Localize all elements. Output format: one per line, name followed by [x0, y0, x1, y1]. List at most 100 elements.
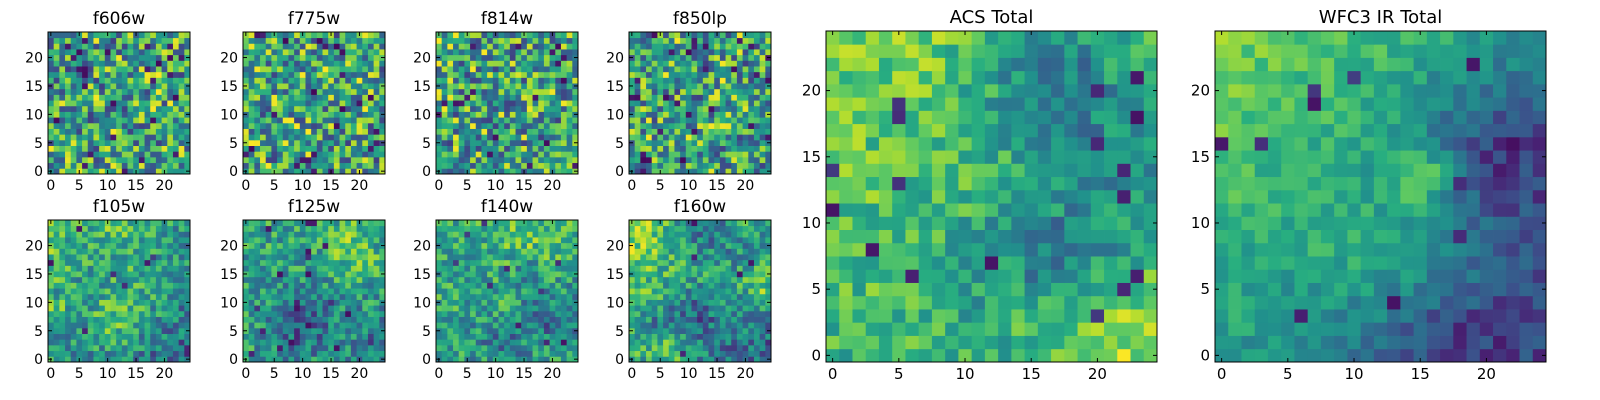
- heatmap-cell: [116, 117, 123, 124]
- x-tick-label: 10: [487, 178, 505, 194]
- heatmap-cell: [492, 316, 499, 323]
- heatmap-cell: [53, 276, 60, 283]
- heatmap-cell: [161, 339, 168, 346]
- heatmap-cell: [350, 265, 357, 272]
- heatmap-cell: [646, 122, 653, 129]
- heatmap-cell: [441, 344, 448, 352]
- heatmap-cell: [144, 271, 151, 278]
- heatmap-cell: [492, 162, 499, 169]
- heatmap-cell: [668, 168, 675, 175]
- heatmap-cell: [674, 77, 681, 84]
- heatmap-cell: [651, 168, 658, 175]
- heatmap-cell: [133, 49, 140, 56]
- heatmap-cell: [339, 66, 346, 73]
- heatmap-cell: [691, 66, 698, 73]
- heatmap-cell: [560, 322, 568, 329]
- heatmap-cell: [243, 162, 250, 169]
- heatmap-cell: [260, 248, 267, 255]
- heatmap-cell: [322, 288, 329, 295]
- heatmap-cell: [350, 32, 357, 39]
- heatmap-cell: [172, 237, 180, 244]
- heatmap-cell: [121, 237, 128, 244]
- heatmap-cell: [161, 122, 168, 129]
- heatmap-cell: [161, 139, 168, 146]
- heatmap-cell: [82, 139, 89, 146]
- heatmap-cell: [521, 105, 528, 112]
- heatmap-cell: [663, 139, 670, 146]
- heatmap-cell: [702, 293, 709, 300]
- heatmap-cell: [481, 43, 488, 50]
- heatmap-cell: [265, 288, 272, 295]
- heatmap-cell: [742, 344, 749, 352]
- heatmap-cell: [82, 111, 89, 118]
- heatmap-cell: [138, 32, 145, 39]
- heatmap-cell: [691, 83, 698, 90]
- heatmap-cell: [254, 339, 261, 346]
- heatmap-cell: [311, 259, 318, 266]
- heatmap-cell: [294, 168, 301, 175]
- heatmap-cell: [498, 77, 505, 84]
- heatmap-cell: [708, 60, 715, 67]
- heatmap-cell: [356, 310, 363, 317]
- heatmap-cell: [99, 265, 106, 272]
- heatmap-cell: [248, 350, 255, 357]
- heatmap-cell: [447, 83, 454, 90]
- heatmap-cell: [328, 350, 335, 357]
- heatmap-cell: [634, 305, 641, 312]
- heatmap-cell: [685, 111, 692, 118]
- heatmap-cell: [59, 111, 66, 118]
- heatmap-cell: [447, 37, 454, 44]
- heatmap-cell: [104, 225, 111, 232]
- heatmap-cell: [492, 128, 499, 135]
- heatmap-cell: [93, 242, 100, 249]
- heatmap-cell: [538, 316, 545, 323]
- heatmap-cell: [339, 254, 346, 261]
- x-tick-label: 0: [46, 366, 55, 382]
- heatmap-cell: [116, 356, 123, 363]
- heatmap-cell: [265, 32, 272, 39]
- heatmap-cell: [509, 60, 516, 67]
- heatmap-cell: [294, 162, 301, 169]
- heatmap-cell: [155, 276, 162, 283]
- heatmap-cell: [345, 71, 352, 78]
- heatmap-cell: [481, 220, 488, 227]
- heatmap-cell: [549, 316, 556, 323]
- y-tick-label: 0: [422, 352, 431, 368]
- heatmap-cell: [481, 83, 488, 90]
- heatmap-cell: [521, 254, 528, 261]
- heatmap-cell: [362, 71, 369, 78]
- heatmap-cell: [87, 327, 94, 334]
- heatmap-cell: [487, 282, 494, 289]
- heatmap-cell: [447, 162, 454, 169]
- heatmap-cell: [492, 288, 499, 295]
- heatmap-cell: [184, 100, 191, 107]
- heatmap-cell: [572, 282, 579, 289]
- heatmap-cell: [161, 276, 168, 283]
- heatmap-cell: [702, 49, 709, 56]
- heatmap-cell: [759, 344, 766, 352]
- heatmap-cell: [294, 271, 301, 278]
- heatmap-cell: [560, 151, 568, 158]
- heatmap-cell: [65, 43, 72, 50]
- heatmap-cell: [271, 111, 278, 118]
- heatmap-cell: [543, 71, 550, 78]
- heatmap-cell: [560, 156, 568, 164]
- heatmap-cell: [373, 60, 380, 67]
- heatmap-cell: [447, 77, 454, 84]
- heatmap-cell: [521, 162, 528, 169]
- heatmap-cell: [629, 350, 636, 357]
- heatmap-cell: [243, 276, 250, 283]
- heatmap-cell: [350, 339, 357, 346]
- heatmap-cell: [566, 344, 573, 352]
- heatmap-cell: [668, 356, 675, 363]
- heatmap-cell: [254, 288, 261, 295]
- heatmap-cell: [155, 117, 162, 124]
- heatmap-cell: [87, 32, 94, 39]
- heatmap-cell: [538, 276, 545, 283]
- heatmap-cell: [640, 54, 647, 61]
- heatmap-cell: [436, 305, 443, 312]
- heatmap-cell: [646, 282, 653, 289]
- heatmap-cell: [299, 271, 306, 278]
- heatmap-cell: [515, 344, 522, 352]
- heatmap-cell: [99, 54, 106, 61]
